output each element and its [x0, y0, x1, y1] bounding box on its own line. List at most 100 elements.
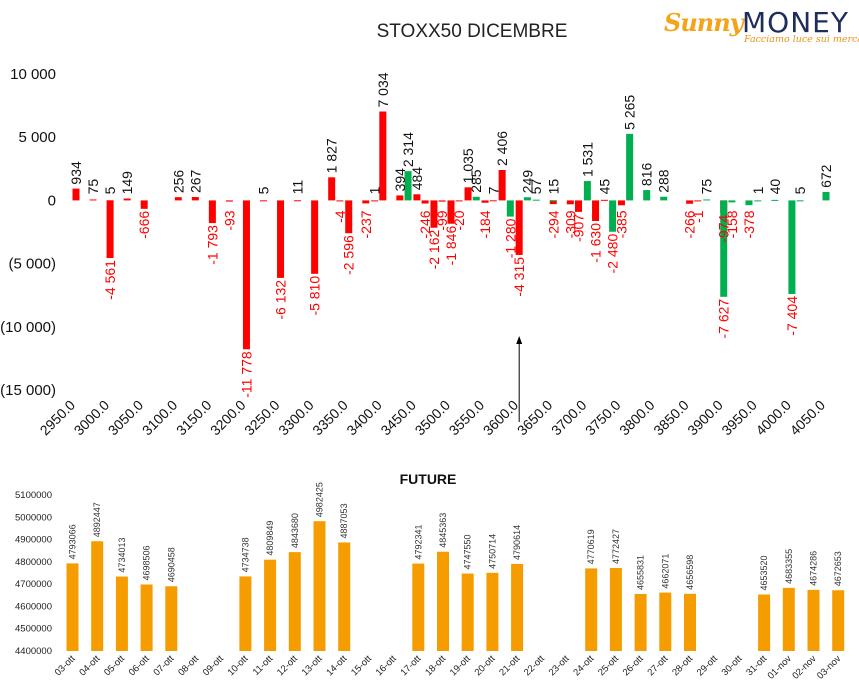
bar: [313, 521, 326, 651]
bar: [566, 200, 574, 205]
bar: [609, 568, 622, 651]
chart1-x-axis: 2950.03000.03050.03100.03150.03200.03250…: [37, 397, 829, 439]
data-label: 4655831: [636, 555, 646, 590]
x-tick-label: 01-nov: [766, 653, 794, 681]
data-label: 2 406: [494, 131, 510, 166]
data-label: 4734738: [240, 537, 250, 572]
data-label: 256: [170, 170, 186, 194]
data-label: 4772427: [611, 529, 621, 564]
x-tick-label: 10-ott: [226, 653, 251, 678]
data-label: 149: [119, 171, 135, 195]
data-label: 4747550: [463, 534, 473, 569]
bar: [583, 181, 591, 201]
x-tick-label: 12-ott: [275, 653, 300, 678]
data-label: 394: [392, 168, 408, 192]
x-tick-label: 11-ott: [251, 653, 276, 678]
x-tick-label: 3400.0: [343, 397, 385, 439]
data-label: 4683355: [784, 549, 794, 584]
data-label: 40: [767, 179, 783, 195]
chart1-y-axis: 10 000 5 000 0 (5 000) (10 000) (15 000): [0, 66, 56, 399]
data-label: 4674286: [809, 551, 819, 586]
bar: [498, 169, 506, 201]
data-label: 4698506: [142, 545, 152, 580]
x-tick-label: 3550.0: [446, 397, 488, 439]
bar: [191, 197, 199, 201]
bar: [694, 200, 702, 202]
bar: [788, 200, 796, 294]
bar: [634, 593, 647, 651]
x-tick-label: 02-nov: [790, 653, 818, 681]
bar: [728, 200, 736, 203]
x-tick-label: 3700.0: [548, 397, 590, 439]
data-label: 4792341: [413, 525, 423, 560]
x-tick-label: 24-ott: [571, 653, 596, 678]
x-tick-label: 3450.0: [377, 397, 419, 439]
data-label: 4809849: [265, 521, 275, 556]
data-label: -158: [724, 210, 740, 238]
x-tick-label: 2950.0: [37, 397, 79, 439]
data-label: -378: [741, 210, 757, 238]
bar: [447, 200, 455, 224]
data-label: 5: [256, 186, 272, 194]
x-tick-label: 05-ott: [102, 653, 127, 678]
x-tick-label: 03-nov: [815, 653, 843, 681]
bar: [345, 200, 353, 234]
data-label: 4845363: [438, 513, 448, 548]
bar: [771, 199, 779, 201]
bar: [489, 200, 497, 202]
bar: [412, 563, 425, 651]
data-label: 484: [409, 167, 425, 191]
data-label: 15: [545, 179, 561, 195]
x-tick-label: 23-ott: [547, 653, 572, 678]
data-label: 1 035: [460, 148, 476, 183]
y-tick-label: 4800000: [15, 557, 52, 568]
chart1-annotation: [516, 336, 523, 422]
bar: [549, 200, 557, 205]
data-label: 7: [485, 186, 501, 194]
data-label: 816: [639, 163, 655, 187]
bar: [396, 195, 404, 201]
data-label: 4690458: [166, 547, 176, 582]
x-tick-label: 3800.0: [616, 397, 658, 439]
data-label: 4982425: [315, 482, 325, 517]
bar: [379, 111, 387, 201]
x-tick-label: 22-ott: [522, 653, 547, 678]
data-label: 1: [367, 186, 383, 194]
x-tick-label: 21-ott: [497, 653, 522, 678]
data-label: -93: [221, 210, 237, 230]
data-label: -907: [571, 214, 587, 242]
x-tick-label: 29-ott: [695, 653, 720, 678]
x-tick-label: 3000.0: [71, 397, 113, 439]
bar: [782, 587, 795, 651]
data-label: -266: [682, 210, 698, 238]
data-label: 672: [818, 164, 834, 188]
x-tick-label: 18-ott: [423, 653, 448, 678]
bar: [592, 200, 600, 222]
x-tick-label: 13-ott: [300, 653, 325, 678]
y-tick-label: 5000000: [15, 512, 52, 523]
bar: [684, 593, 696, 651]
bar: [506, 200, 514, 217]
y-tick-label: 4600000: [15, 601, 52, 612]
bar: [174, 197, 182, 201]
y-tick-label: 5100000: [15, 490, 52, 501]
x-tick-label: 3650.0: [514, 397, 556, 439]
y-tick-label: (15 000): [0, 382, 56, 399]
bar: [123, 198, 131, 201]
x-tick-label: 3050.0: [105, 397, 147, 439]
bar: [66, 563, 79, 651]
logo-sunny: Sunny: [664, 8, 744, 37]
x-tick-label: 14-ott: [324, 653, 349, 678]
bar: [165, 586, 178, 651]
data-label: -1 846: [443, 226, 459, 266]
data-label: 57: [528, 179, 544, 195]
x-tick-label: 3350.0: [309, 397, 351, 439]
data-label: -4: [332, 210, 348, 223]
bar: [455, 200, 463, 202]
data-label: 4672653: [833, 551, 843, 586]
bar: [575, 200, 582, 212]
x-tick-label: 3950.0: [718, 397, 760, 439]
bar: [511, 563, 524, 651]
bar: [260, 200, 267, 202]
